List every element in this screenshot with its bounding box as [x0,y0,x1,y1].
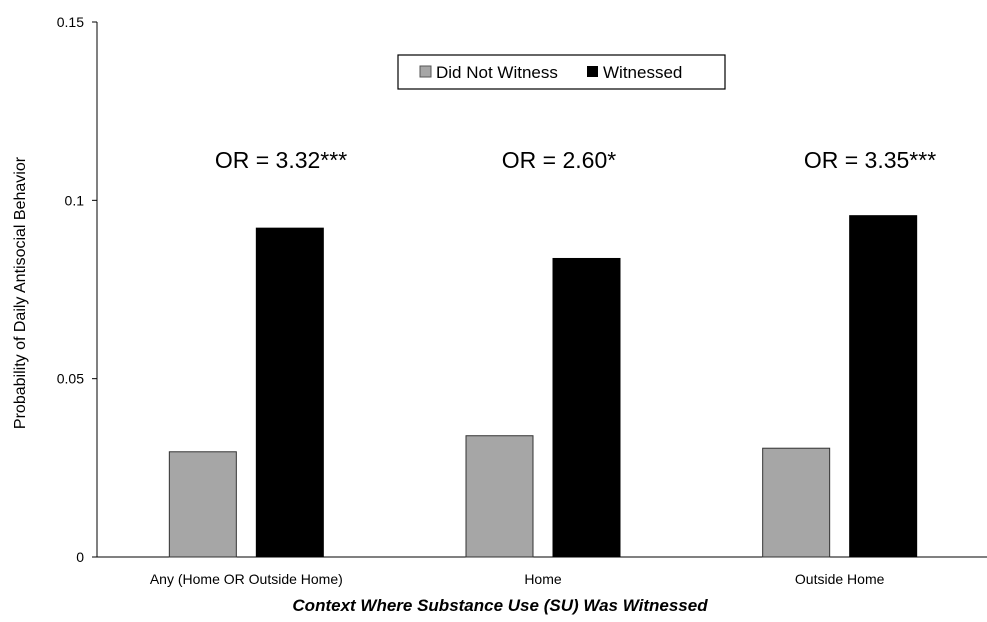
odds-ratio-label: OR = 2.60* [502,147,616,173]
y-tick-label: 0 [76,549,84,565]
x-category-label: Home [524,571,562,587]
y-tick-label: 0.1 [65,192,85,208]
x-category-label: Any (Home OR Outside Home) [150,571,343,587]
legend-label-did-not-witness: Did Not Witness [436,63,558,82]
bar-did-not-witness [762,447,831,558]
y-tick-label: 0.05 [57,371,84,387]
legend-box [397,54,726,90]
bar-did-not-witness [465,435,534,558]
odds-ratio-label: OR = 3.32*** [215,147,347,173]
y-tick-label: 0.15 [57,14,84,30]
odds-ratio-annotations: OR = 3.32*** OR = 2.60* OR = 3.35*** [215,147,936,173]
bar-witnessed [849,215,918,558]
y-axis-title: Probability of Daily Antisocial Behavior [12,156,29,429]
bar-witnessed [552,257,621,558]
bar-witnessed [255,227,324,558]
legend-swatch-witnessed [587,66,598,77]
odds-ratio-label: OR = 3.35*** [804,147,936,173]
legend-swatch-did-not-witness [419,65,432,78]
bar-did-not-witness [168,451,237,558]
legend: Did Not Witness Witnessed [397,54,726,90]
y-axis: 0 0.05 0.1 0.15 [57,14,98,565]
x-axis: Any (Home OR Outside Home) Home Outside Ho… [97,556,987,587]
x-axis-title: Context Where Substance Use (SU) Was Wit… [292,596,708,615]
legend-label-witnessed: Witnessed [603,63,682,82]
x-category-label: Outside Home [795,571,885,587]
bars [168,215,918,558]
